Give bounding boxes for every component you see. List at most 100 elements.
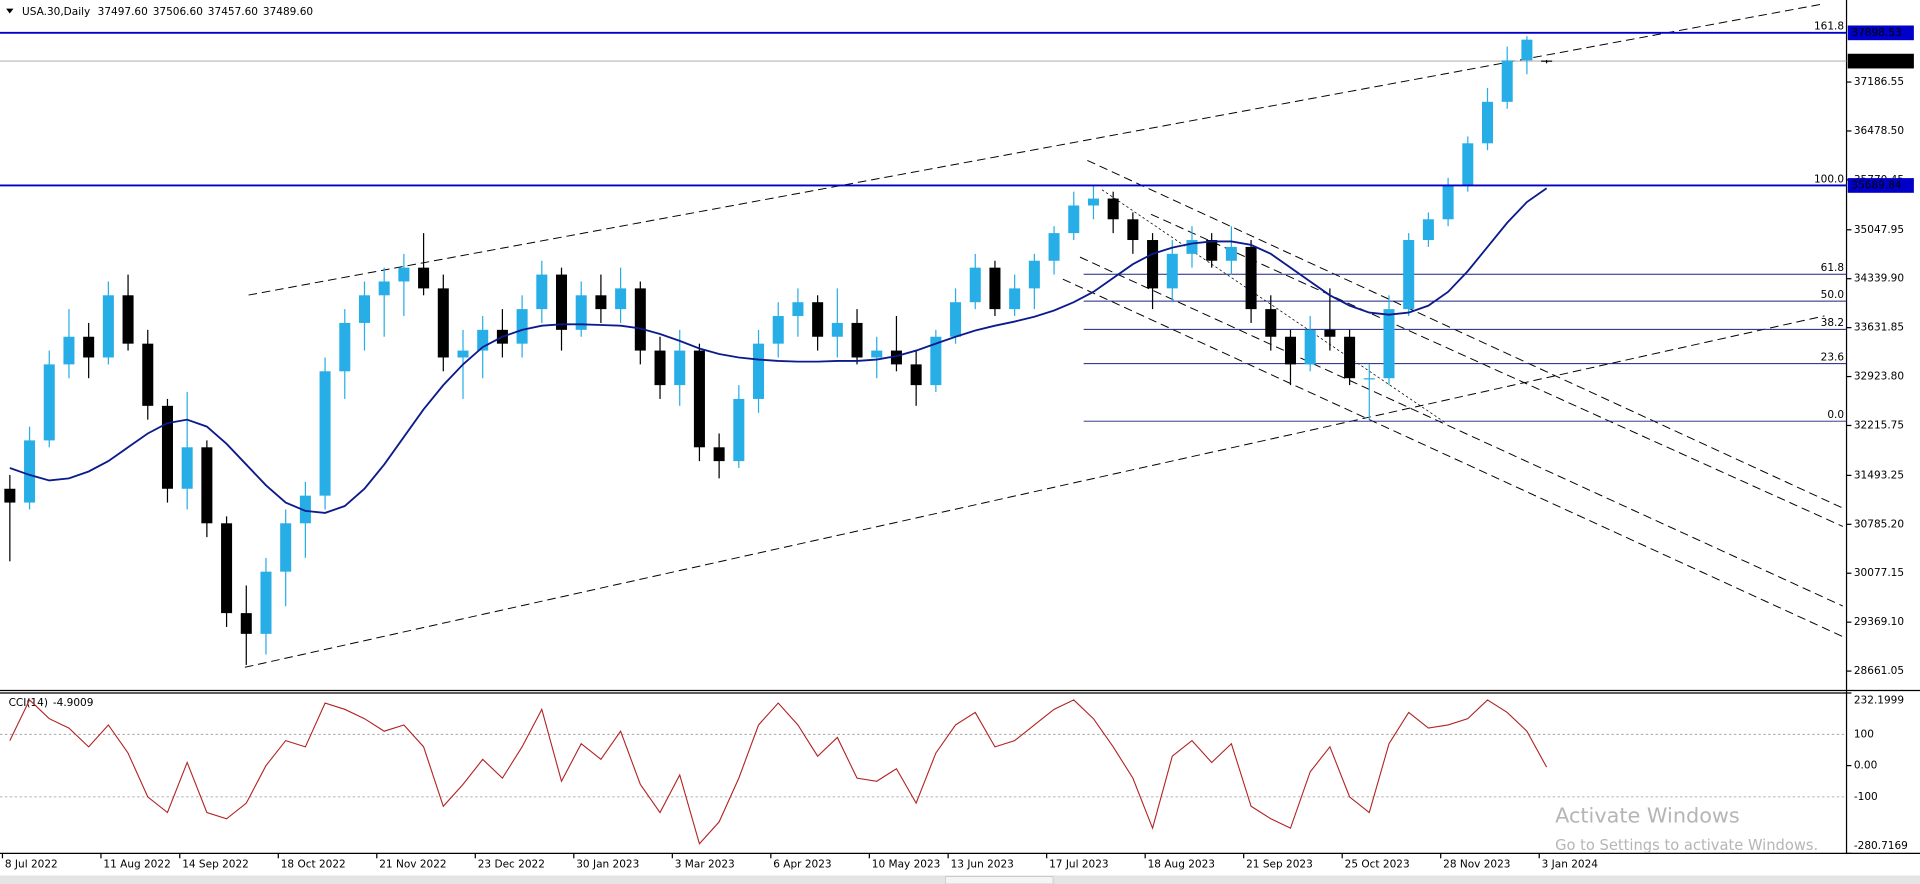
x-tick-label: 25 Oct 2023 — [1345, 858, 1410, 870]
price-box-label: 37489.60 — [1851, 55, 1901, 67]
fib-label: 100.0 — [1814, 173, 1844, 185]
x-tick-label: 6 Apr 2023 — [773, 858, 831, 870]
x-tick-label: 28 Nov 2023 — [1443, 858, 1510, 870]
x-tick-label: 14 Sep 2022 — [182, 858, 249, 870]
plot-layer: 37186.5536478.5035770.4535047.9534339.90… — [0, 21, 1914, 870]
candle-body — [733, 398, 745, 462]
candle-body — [1541, 60, 1553, 62]
candle-body — [1344, 336, 1356, 379]
candle-body — [654, 350, 666, 386]
candle-body — [536, 274, 548, 310]
candle-body — [1206, 240, 1218, 261]
candle-body — [1383, 309, 1395, 379]
ohlc-low: 37457.60 — [208, 6, 258, 18]
candle-body — [1284, 336, 1296, 365]
candle-body — [43, 364, 55, 441]
price-box — [1847, 53, 1914, 69]
candle-body — [24, 440, 36, 503]
candle-body — [477, 329, 489, 351]
y-tick-label: -100 — [1854, 791, 1878, 803]
candle-body — [1501, 60, 1513, 102]
candle-body — [418, 267, 430, 289]
candle-body — [713, 447, 725, 462]
moving-average — [9, 187, 1548, 514]
y-tick-label: 31493.25 — [1854, 469, 1904, 481]
price-box — [1847, 25, 1914, 41]
candle-body — [792, 302, 804, 317]
scrollbar-thumb[interactable] — [945, 876, 1054, 884]
candle-body — [615, 288, 627, 310]
descending-line — [1087, 159, 1844, 509]
y-tick-label: 30077.15 — [1854, 567, 1904, 579]
candle-body — [437, 288, 449, 358]
x-tick-label: 18 Aug 2023 — [1148, 858, 1215, 870]
candle-body — [1442, 184, 1454, 220]
candle-body — [240, 613, 252, 634]
candle-body — [1481, 101, 1494, 144]
x-tick-label: 21 Sep 2023 — [1246, 858, 1313, 870]
y-tick-label: 34339.90 — [1854, 273, 1904, 285]
candle-body — [516, 309, 528, 344]
y-tick-label: 32215.75 — [1854, 419, 1904, 431]
symbol: USA.30,Daily — [22, 6, 90, 18]
candle-body — [871, 350, 883, 358]
candle-body — [260, 571, 272, 634]
ohlc-open: 37497.60 — [98, 6, 148, 18]
x-tick-label: 23 Dec 2022 — [478, 858, 545, 870]
y-tick-label: 32923.80 — [1854, 371, 1904, 383]
candle-body — [831, 322, 843, 337]
indicator-value: -4.9009 — [53, 697, 94, 709]
candle-body — [161, 405, 173, 489]
candle-body — [595, 295, 607, 310]
price-box — [1847, 178, 1914, 193]
candle-body — [634, 288, 646, 351]
x-tick-label: 10 May 2023 — [872, 858, 941, 870]
candle-body — [457, 350, 469, 358]
channel-upper — [248, 3, 1825, 296]
candle-body — [4, 488, 16, 503]
candle-body — [1186, 240, 1198, 254]
candle-body — [1225, 246, 1237, 261]
x-tick-label: 11 Aug 2022 — [103, 858, 170, 870]
candle-body — [1422, 219, 1434, 241]
candle-body — [1265, 309, 1277, 337]
candle-body — [1009, 288, 1021, 310]
y-tick-label: 100 — [1854, 728, 1874, 740]
candle-body — [753, 343, 765, 399]
y-tick-label: 33631.85 — [1854, 322, 1904, 334]
x-tick-label: 13 Jun 2023 — [951, 858, 1014, 870]
candle-body — [1403, 240, 1415, 310]
candle-body — [142, 343, 154, 406]
candle-body — [1363, 378, 1375, 380]
fib-label: 23.6 — [1821, 352, 1845, 364]
ohlc-high: 37506.60 — [153, 6, 203, 18]
candle-body — [950, 302, 962, 337]
candle-body — [812, 302, 824, 337]
fib-label: 50.0 — [1821, 289, 1844, 301]
menu-arrow[interactable] — [6, 8, 14, 14]
candle-body — [989, 267, 1001, 310]
ohlc-close: 37489.60 — [263, 6, 313, 18]
candle-body — [102, 295, 114, 358]
candle-body — [851, 322, 863, 358]
candle-body — [63, 336, 75, 365]
descending-line — [1079, 256, 1844, 607]
channel-lower — [244, 315, 1825, 668]
candle-body — [378, 281, 390, 296]
y-tick-label: 232.1999 — [1854, 694, 1904, 706]
y-tick-label: 36478.50 — [1854, 125, 1904, 137]
chart-header: USA.30,Daily 37497.60 37506.60 37457.60 3748… — [22, 6, 313, 18]
candle-body — [1048, 233, 1060, 261]
y-tick-label: 28661.05 — [1854, 665, 1904, 677]
y-tick-label: 35047.95 — [1854, 224, 1904, 236]
candle-body — [122, 295, 134, 344]
trendlines — [244, 3, 1844, 668]
y-tick-label: 37186.55 — [1854, 76, 1904, 88]
candle-body — [201, 447, 213, 524]
candle-body — [319, 371, 331, 496]
candle-body — [181, 447, 193, 489]
candle-body — [969, 267, 981, 303]
y-tick-label: 29369.10 — [1854, 616, 1904, 628]
candle-body — [910, 364, 922, 386]
